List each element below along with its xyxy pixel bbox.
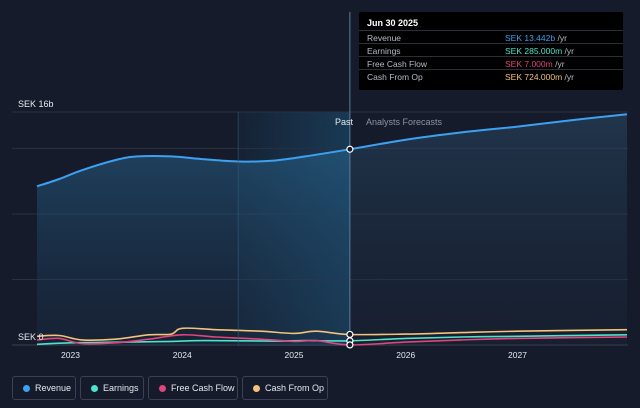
tooltip-value: SEK 724.000m /yr [505, 72, 574, 82]
revenue-area-past [37, 149, 350, 345]
x-tick-label: 2024 [173, 350, 192, 360]
data-tooltip: Jun 30 2025 Revenue SEK 13.442b /yr Earn… [359, 12, 623, 90]
legend-label: Earnings [103, 383, 139, 393]
legend-earnings[interactable]: Earnings [80, 376, 144, 400]
y-axis-top-label: SEK 16b [18, 99, 54, 109]
legend-free-cash-flow[interactable]: Free Cash Flow [148, 376, 238, 400]
legend-dot [253, 385, 260, 392]
revenue-area-forecast [349, 114, 627, 345]
legend-dot [91, 385, 98, 392]
revenue-marker [346, 145, 354, 153]
tooltip-label: Cash From Op [367, 72, 423, 82]
tooltip-row-cash-from-op: Cash From Op SEK 724.000m /yr [359, 69, 623, 83]
tooltip-value: SEK 13.442b /yr [505, 33, 567, 43]
legend-cash-from-op[interactable]: Cash From Op [242, 376, 328, 400]
tooltip-date: Jun 30 2025 [367, 18, 419, 28]
tooltip-label: Earnings [367, 46, 401, 56]
revenue-line [36, 113, 628, 188]
x-tick-label: 2023 [61, 350, 80, 360]
legend-revenue[interactable]: Revenue [12, 376, 76, 400]
tooltip-row-revenue: Revenue SEK 13.442b /yr [359, 30, 623, 44]
free-cash-flow-marker [346, 341, 354, 349]
tooltip-label: Revenue [367, 33, 402, 43]
cash-from-op-line [36, 327, 628, 341]
tooltip-value: SEK 7.000m /yr [505, 59, 565, 69]
tooltip-label: Free Cash Flow [367, 59, 427, 69]
x-tick-label: 2025 [285, 350, 304, 360]
tooltip-value: SEK 285.000m /yr [505, 46, 574, 56]
cash-from-op-marker [346, 330, 354, 339]
legend-label: Cash From Op [265, 383, 325, 393]
legend-label: Free Cash Flow [171, 383, 235, 393]
legend-label: Revenue [35, 383, 72, 393]
x-tick-label: 2026 [396, 350, 415, 360]
y-axis-zero-label: SEK 0 [18, 332, 44, 342]
tooltip-row-free-cash-flow: Free Cash Flow SEK 7.000m /yr [359, 56, 623, 70]
free-cash-flow-line [36, 333, 628, 346]
past-label: Past [335, 117, 354, 127]
tooltip-row-earnings: Earnings SEK 285.000m /yr [359, 43, 623, 57]
x-tick-label: 2027 [508, 350, 527, 360]
forecast-label: Analysts Forecasts [366, 117, 443, 127]
legend-dot [159, 385, 166, 392]
legend-dot [23, 385, 30, 392]
